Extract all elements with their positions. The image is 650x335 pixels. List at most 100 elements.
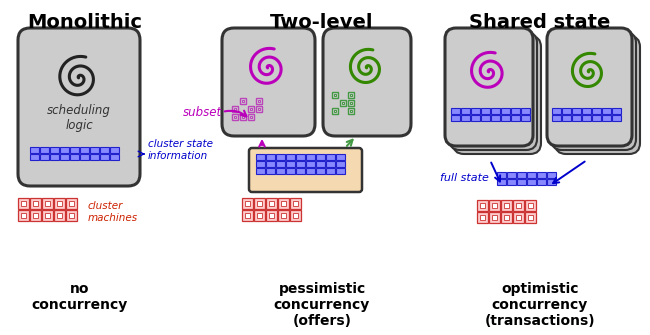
Bar [451, 108, 460, 114]
Bar [256, 98, 262, 104]
Bar [348, 100, 354, 106]
Bar [316, 154, 324, 159]
Bar [461, 115, 469, 121]
Bar [250, 108, 252, 110]
Bar [350, 110, 352, 112]
Bar [60, 154, 68, 159]
Bar [525, 200, 536, 210]
Bar [50, 154, 58, 159]
Bar [248, 114, 254, 120]
Bar [521, 115, 530, 121]
Bar [286, 168, 294, 174]
Text: cluster
machines: cluster machines [88, 201, 138, 223]
Bar [521, 108, 530, 114]
Bar [50, 147, 58, 152]
Bar [257, 212, 262, 218]
Bar [54, 198, 64, 208]
Bar [30, 210, 40, 220]
Bar [547, 172, 556, 178]
Bar [306, 168, 315, 174]
Bar [242, 198, 252, 208]
Bar [266, 198, 276, 208]
FancyBboxPatch shape [222, 28, 315, 136]
Bar [562, 115, 571, 121]
Bar [501, 115, 510, 121]
Bar [336, 168, 344, 174]
Bar [326, 154, 335, 159]
Bar [511, 108, 519, 114]
Bar [592, 115, 601, 121]
Bar [278, 198, 289, 208]
Bar [501, 108, 510, 114]
Bar [471, 115, 480, 121]
Bar [537, 172, 545, 178]
Bar [612, 115, 621, 121]
Bar [477, 212, 488, 222]
Bar [258, 108, 260, 110]
Bar [602, 108, 610, 114]
Bar [60, 147, 68, 152]
Bar [66, 198, 77, 208]
Text: no
concurrency: no concurrency [32, 282, 128, 312]
Bar [232, 114, 238, 120]
Bar [504, 202, 509, 208]
Bar [491, 202, 497, 208]
FancyBboxPatch shape [453, 36, 541, 154]
Bar [525, 212, 536, 222]
Text: cluster state
information: cluster state information [148, 139, 213, 161]
Bar [332, 108, 338, 114]
Bar [281, 201, 286, 206]
Bar [296, 154, 304, 159]
Bar [240, 114, 246, 120]
Bar [110, 147, 118, 152]
Bar [242, 210, 252, 220]
Bar [306, 161, 315, 166]
Bar [332, 92, 338, 98]
Bar [513, 200, 523, 210]
Bar [268, 201, 274, 206]
Bar [40, 154, 49, 159]
Bar [30, 198, 40, 208]
Bar [292, 212, 298, 218]
Bar [54, 210, 64, 220]
Bar [537, 179, 545, 185]
Bar [21, 212, 26, 218]
Bar [477, 200, 488, 210]
Bar [336, 161, 344, 166]
Bar [481, 108, 489, 114]
Bar [244, 201, 250, 206]
Bar [562, 108, 571, 114]
Bar [480, 214, 485, 220]
Bar [489, 212, 499, 222]
Bar [57, 201, 62, 206]
Bar [57, 212, 62, 218]
Bar [244, 212, 250, 218]
Bar [18, 198, 29, 208]
Bar [242, 116, 244, 118]
Bar [296, 168, 304, 174]
Bar [100, 154, 109, 159]
Bar [30, 147, 38, 152]
Bar [256, 161, 265, 166]
Bar [256, 168, 265, 174]
Bar [350, 102, 352, 104]
Text: Monolithic: Monolithic [27, 13, 142, 32]
Bar [234, 116, 236, 118]
Bar [326, 161, 335, 166]
Bar [42, 198, 53, 208]
Bar [21, 201, 26, 206]
Bar [326, 168, 335, 174]
Bar [480, 202, 485, 208]
Text: Shared state: Shared state [469, 13, 611, 32]
Bar [32, 212, 38, 218]
Text: pessimistic
concurrency
(offers): pessimistic concurrency (offers) [274, 282, 370, 328]
FancyBboxPatch shape [547, 28, 632, 146]
Bar [334, 94, 336, 96]
Bar [316, 168, 324, 174]
Bar [451, 115, 460, 121]
Bar [242, 100, 244, 102]
Bar [340, 100, 346, 106]
Bar [582, 108, 590, 114]
Bar [258, 100, 260, 102]
Bar [348, 92, 354, 98]
